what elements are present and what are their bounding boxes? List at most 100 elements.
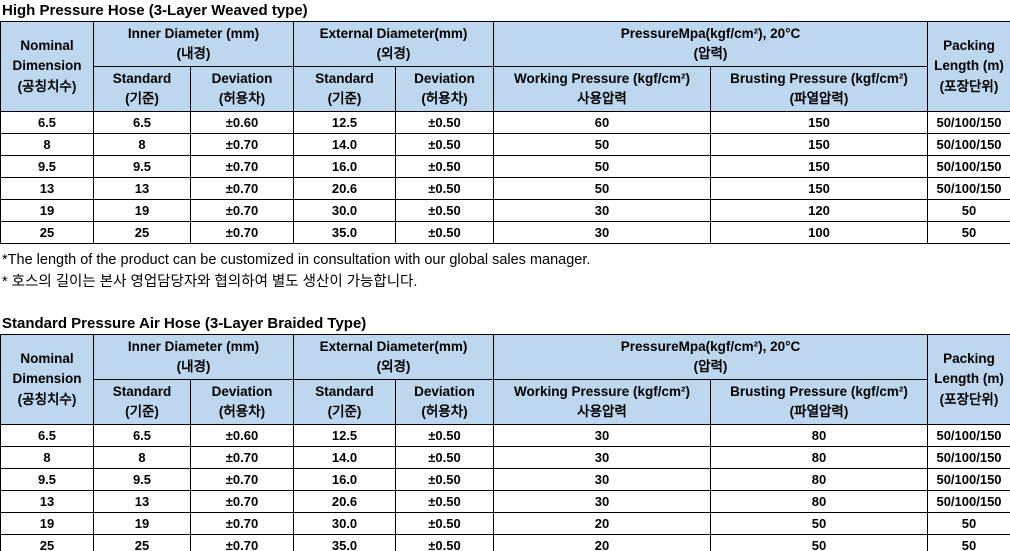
col-header-pressure: PressureMpa(kgf/cm²), 20°C (압력) xyxy=(493,21,929,67)
table-title-standard-pressure-air-hose: Standard Pressure Air Hose (3-Layer Brai… xyxy=(2,315,367,332)
col-header-inner-deviation: Deviation (허용차) xyxy=(189,66,295,112)
col-header-external-deviation: Deviation (허용차) xyxy=(395,379,495,425)
col-header-packing-length: Packing Length (m) (포장단위) xyxy=(927,334,1010,425)
table-cell: 12.5 xyxy=(293,424,397,447)
note-english: *The length of the product can be custom… xyxy=(2,252,591,268)
table-header: Nominal Dimension (공칭치수) Inner Diameter … xyxy=(0,334,1010,425)
table-cell: 25 xyxy=(0,534,94,551)
table-cell: 13 xyxy=(93,177,191,200)
table-row: 19 19 ±0.70 30.0 ±0.50 30 120 50 xyxy=(0,199,1010,222)
table-cell: ±0.70 xyxy=(189,512,295,535)
table-cell: 13 xyxy=(0,490,94,513)
col-header-working-pressure: Working Pressure (kgf/cm²) 사용압력 xyxy=(493,66,712,112)
table-cell: 50 xyxy=(493,155,712,178)
table-cell: 50 xyxy=(927,221,1010,244)
table-row: 8 8 ±0.70 14.0 ±0.50 30 80 50/100/150 xyxy=(0,446,1010,469)
table-cell: 30 xyxy=(493,221,712,244)
table-cell: 50/100/150 xyxy=(927,446,1010,469)
table-cell: 150 xyxy=(710,133,929,156)
table-cell: 6.5 xyxy=(93,424,191,447)
header-row-subcolumns: Standard (기준) Deviation (허용차) Standard (… xyxy=(1,379,1010,425)
table-cell: ±0.50 xyxy=(395,221,495,244)
table-body: 6.5 6.5 ±0.60 12.5 ±0.50 60 150 50/100/150 8 8 ±0.… xyxy=(0,111,1010,244)
table-cell: 150 xyxy=(710,155,929,178)
table-cell: ±0.70 xyxy=(189,490,295,513)
table-row: 13 13 ±0.70 20.6 ±0.50 30 80 50/100/150 xyxy=(0,490,1010,513)
table-cell: 8 xyxy=(0,133,94,156)
table-cell: 50/100/150 xyxy=(927,177,1010,200)
table-cell: 50 xyxy=(493,133,712,156)
table-cell: 9.5 xyxy=(0,155,94,178)
table-cell: 50 xyxy=(493,177,712,200)
table-cell: 30 xyxy=(493,468,712,491)
table-cell: ±0.50 xyxy=(395,199,495,222)
table-cell: 80 xyxy=(710,424,929,447)
table-cell: ±0.50 xyxy=(395,155,495,178)
table-cell: ±0.60 xyxy=(189,424,295,447)
table-cell: ±0.70 xyxy=(189,133,295,156)
col-header-inner-standard: Standard (기준) xyxy=(93,379,191,425)
table-cell: ±0.50 xyxy=(395,424,495,447)
table-title-high-pressure-hose: High Pressure Hose (3-Layer Weaved type) xyxy=(2,2,308,19)
table-cell: 30 xyxy=(493,424,712,447)
table-cell: 35.0 xyxy=(293,221,397,244)
col-header-inner-deviation: Deviation (허용차) xyxy=(189,379,295,425)
table-cell: 50 xyxy=(927,199,1010,222)
table-cell: 50 xyxy=(927,534,1010,551)
col-header-external-standard: Standard (기준) xyxy=(293,66,397,112)
table-cell: 25 xyxy=(93,534,191,551)
table-cell: 9.5 xyxy=(0,468,94,491)
table-row: 25 25 ±0.70 35.0 ±0.50 30 100 50 xyxy=(0,221,1010,244)
table-cell: ±0.70 xyxy=(189,221,295,244)
table-cell: 30 xyxy=(493,199,712,222)
table-cell: 50/100/150 xyxy=(927,155,1010,178)
table-cell: ±0.50 xyxy=(395,468,495,491)
table-row: 9.5 9.5 ±0.70 16.0 ±0.50 30 80 50/100/150 xyxy=(0,468,1010,491)
table-cell: 50 xyxy=(927,512,1010,535)
table-cell: 9.5 xyxy=(93,155,191,178)
table-cell: 9.5 xyxy=(93,468,191,491)
table-cell: 30 xyxy=(493,446,712,469)
table-cell: 30.0 xyxy=(293,512,397,535)
table-cell: 50/100/150 xyxy=(927,468,1010,491)
table-cell: ±0.50 xyxy=(395,534,495,551)
table-body: 6.5 6.5 ±0.60 12.5 ±0.50 30 80 50/100/150 8 8 ±0.7… xyxy=(0,424,1010,551)
table-cell: 16.0 xyxy=(293,468,397,491)
table-cell: 120 xyxy=(710,199,929,222)
table-cell: 20 xyxy=(493,534,712,551)
table-cell: ±0.70 xyxy=(189,446,295,469)
col-header-nominal-dimension: Nominal Dimension (공칭치수) xyxy=(0,334,94,425)
table-cell: 13 xyxy=(0,177,94,200)
col-header-brusting-pressure: Brusting Pressure (kgf/cm²) (파열압력) xyxy=(710,66,929,112)
table-cell: 14.0 xyxy=(293,133,397,156)
table-cell: 25 xyxy=(93,221,191,244)
table-cell: 8 xyxy=(93,133,191,156)
col-header-brusting-pressure: Brusting Pressure (kgf/cm²) (파열압력) xyxy=(710,379,929,425)
table-cell: 20.6 xyxy=(293,490,397,513)
table-cell: 50/100/150 xyxy=(927,133,1010,156)
note-korean: * 호스의 길이는 본사 영업담당자와 협의하여 별도 생산이 가능합니다. xyxy=(2,274,418,290)
table-cell: 50/100/150 xyxy=(927,111,1010,134)
table-cell: ±0.50 xyxy=(395,512,495,535)
table-cell: ±0.70 xyxy=(189,468,295,491)
table-cell: 14.0 xyxy=(293,446,397,469)
table-cell: 16.0 xyxy=(293,155,397,178)
table-cell: 100 xyxy=(710,221,929,244)
table-row: 9.5 9.5 ±0.70 16.0 ±0.50 50 150 50/100/150 xyxy=(0,155,1010,178)
col-header-nominal-dimension: Nominal Dimension (공칭치수) xyxy=(0,21,94,112)
col-header-external-standard: Standard (기준) xyxy=(293,379,397,425)
table-cell: 35.0 xyxy=(293,534,397,551)
table-cell: 50 xyxy=(710,512,929,535)
table-cell: 50/100/150 xyxy=(927,424,1010,447)
table-cell: 6.5 xyxy=(93,111,191,134)
table-cell: 80 xyxy=(710,468,929,491)
table-cell: 150 xyxy=(710,177,929,200)
col-header-inner-diameter: Inner Diameter (mm) (내경) xyxy=(92,21,295,67)
table-cell: ±0.60 xyxy=(189,111,295,134)
footnotes: *The length of the product can be custom… xyxy=(2,249,1010,293)
table-cell: 19 xyxy=(0,199,94,222)
table-cell: 20.6 xyxy=(293,177,397,200)
table-cell: 13 xyxy=(93,490,191,513)
table-cell: ±0.50 xyxy=(395,111,495,134)
